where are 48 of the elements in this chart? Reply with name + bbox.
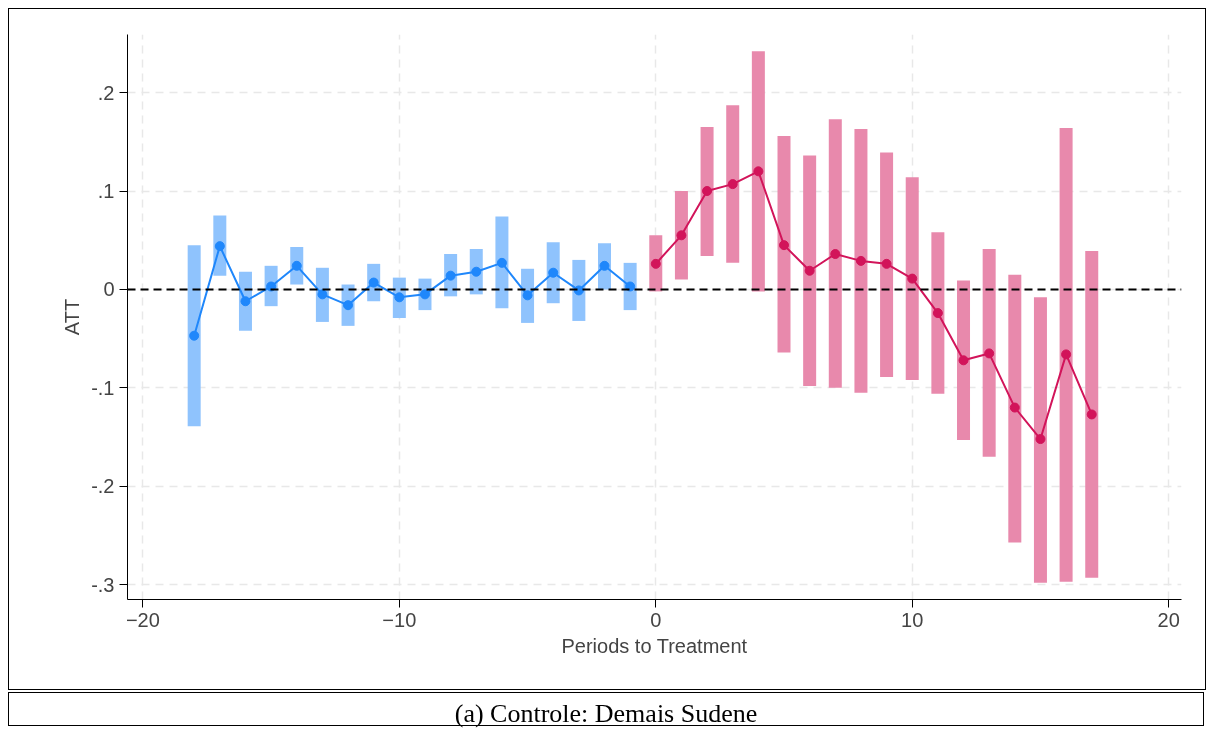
x-tick-label: −10 xyxy=(382,608,417,631)
point xyxy=(932,308,943,319)
point xyxy=(189,330,200,341)
point xyxy=(804,265,815,276)
point xyxy=(445,270,456,281)
point xyxy=(368,277,379,288)
point xyxy=(394,292,405,303)
point xyxy=(214,241,225,252)
x-axis-title: Periods to Treatment xyxy=(561,634,748,657)
point xyxy=(702,186,713,196)
point xyxy=(1086,409,1097,420)
point xyxy=(753,166,764,177)
point xyxy=(779,240,790,251)
point xyxy=(881,258,892,269)
point xyxy=(240,296,251,307)
point xyxy=(984,348,995,359)
x-tick-label: 10 xyxy=(901,608,924,631)
point xyxy=(958,355,969,366)
point xyxy=(471,266,482,277)
point xyxy=(830,249,841,259)
point xyxy=(317,289,328,300)
point xyxy=(548,267,559,278)
point xyxy=(1061,349,1072,360)
y-tick-label: 0 xyxy=(103,278,115,301)
point xyxy=(522,290,533,301)
point xyxy=(496,257,507,268)
x-tick-label: 20 xyxy=(1157,608,1180,631)
x-tick-label: −20 xyxy=(125,608,160,631)
point xyxy=(855,255,866,266)
y-tick-label: .1 xyxy=(97,180,115,203)
point xyxy=(676,230,687,241)
point xyxy=(1009,402,1020,413)
y-axis-title: ATT xyxy=(61,298,84,336)
point xyxy=(907,273,918,284)
y-tick-label: -.3 xyxy=(91,573,115,596)
y-tick-label: .2 xyxy=(97,81,115,104)
point xyxy=(1035,434,1046,445)
point xyxy=(727,179,738,190)
point xyxy=(625,281,636,292)
point xyxy=(650,258,661,269)
x-tick-label: 0 xyxy=(650,608,662,631)
point xyxy=(419,289,430,300)
point xyxy=(599,260,610,271)
y-tick-label: -.2 xyxy=(91,475,115,498)
y-tick-label: -.1 xyxy=(91,376,115,399)
point xyxy=(343,300,354,311)
point xyxy=(291,260,302,271)
text: (a) Controle: Demais Sudene xyxy=(454,698,758,730)
